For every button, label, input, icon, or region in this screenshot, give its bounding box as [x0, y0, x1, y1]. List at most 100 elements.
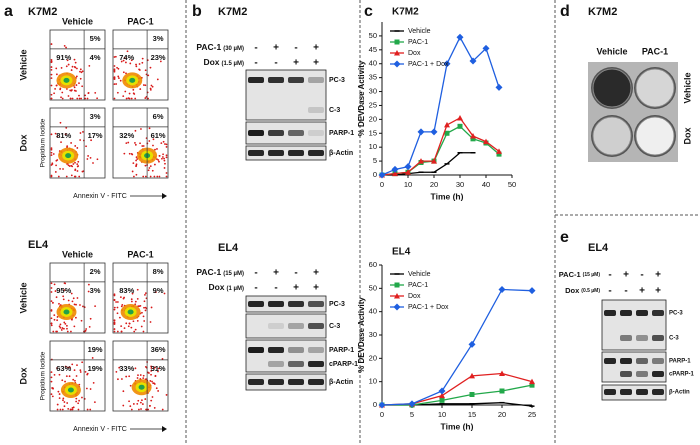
event-dot: [59, 323, 62, 326]
event-dot: [70, 164, 73, 167]
event-dot: [80, 319, 83, 322]
event-dot: [153, 407, 156, 409]
band: [652, 310, 664, 316]
event-dot: [71, 300, 74, 303]
event-dot: [75, 400, 78, 403]
event-dot: [50, 164, 53, 166]
event-dot: [132, 162, 135, 164]
band: [652, 371, 664, 377]
event-dot: [122, 71, 125, 74]
event-dot: [65, 324, 68, 327]
event-dot: [70, 330, 72, 333]
event-dot: [79, 139, 82, 141]
event-dot: [59, 326, 62, 329]
x-tick-label: 15: [468, 410, 476, 419]
event-dot: [90, 139, 93, 142]
event-dot: [113, 83, 116, 86]
event-dot: [157, 370, 159, 373]
axis-arrow: [162, 426, 167, 432]
event-dot: [85, 328, 88, 330]
event-dot: [113, 97, 116, 100]
event-dot: [86, 158, 89, 160]
band-label: PARP-1: [329, 130, 354, 137]
event-dot: [134, 328, 137, 331]
event-dot: [142, 145, 145, 147]
blot-frame: [245, 121, 327, 145]
sign: -: [254, 43, 257, 54]
sign: -: [254, 58, 257, 69]
event-dot: [73, 369, 76, 372]
event-dot: [113, 294, 116, 297]
event-dot: [148, 140, 151, 142]
event-dot: [70, 174, 73, 177]
sign: -: [294, 43, 297, 54]
event-dot: [141, 399, 143, 402]
event-dot: [113, 319, 116, 322]
event-dot: [81, 396, 83, 399]
band: [268, 130, 284, 136]
dose: (15 µM): [583, 272, 601, 278]
event-dot: [150, 373, 152, 376]
marker: [469, 392, 475, 397]
event-dot: [144, 175, 147, 178]
event-dot: [121, 304, 124, 306]
event-dot: [117, 75, 120, 78]
band: [308, 347, 324, 353]
event-dot: [135, 63, 137, 66]
x-tick-label: 20: [430, 180, 438, 189]
event-dot: [84, 329, 87, 332]
event-dot: [151, 396, 154, 398]
band: [604, 310, 616, 316]
quadrant-percent: 3%: [153, 34, 164, 43]
well: [593, 69, 631, 107]
event-dot: [85, 387, 88, 390]
event-dot: [142, 84, 145, 86]
event-dot: [147, 169, 150, 172]
event-dot: [118, 366, 121, 369]
series-line: [381, 288, 533, 406]
event-dot: [75, 303, 77, 306]
event-dot: [116, 312, 119, 315]
band: [620, 335, 632, 341]
event-dot: [50, 73, 53, 76]
event-dot: [113, 56, 116, 58]
event-dot: [50, 84, 53, 87]
event-dot: [56, 316, 59, 318]
y-tick-label: 50: [369, 283, 377, 292]
quadrant-percent: 81%: [56, 131, 71, 140]
event-dot: [142, 330, 145, 333]
marker: [443, 60, 451, 68]
band: [308, 130, 324, 136]
quadrant-percent: 23%: [151, 53, 166, 62]
event-dot: [119, 79, 122, 82]
row-label: Dox: [18, 134, 28, 151]
marker: [470, 133, 476, 139]
event-dot: [89, 408, 92, 411]
event-dot: [70, 142, 73, 144]
well: [635, 116, 675, 156]
event-dot: [160, 142, 163, 145]
density-core: [65, 153, 72, 159]
event-dot: [144, 309, 147, 312]
axis-label: Propidium Iodide: [40, 118, 47, 167]
event-dot: [120, 60, 123, 63]
event-dot: [81, 70, 84, 73]
event-dot: [55, 84, 58, 87]
event-dot: [87, 283, 90, 286]
event-dot: [123, 327, 126, 330]
legend-label: Vehicle: [408, 28, 431, 35]
event-dot: [158, 160, 160, 163]
event-dot: [132, 320, 135, 323]
event-dot: [88, 64, 91, 67]
event-dot: [163, 292, 166, 295]
row-label: Dox: [682, 127, 692, 144]
event-dot: [78, 82, 80, 85]
event-dot: [134, 129, 137, 132]
event-dot: [125, 72, 127, 75]
marker: [404, 163, 412, 171]
sign: +: [293, 58, 299, 69]
treatment-label: PAC-1 (15 µM): [196, 267, 244, 277]
event-dot: [53, 283, 56, 286]
event-dot: [79, 304, 81, 306]
band: [652, 358, 664, 364]
